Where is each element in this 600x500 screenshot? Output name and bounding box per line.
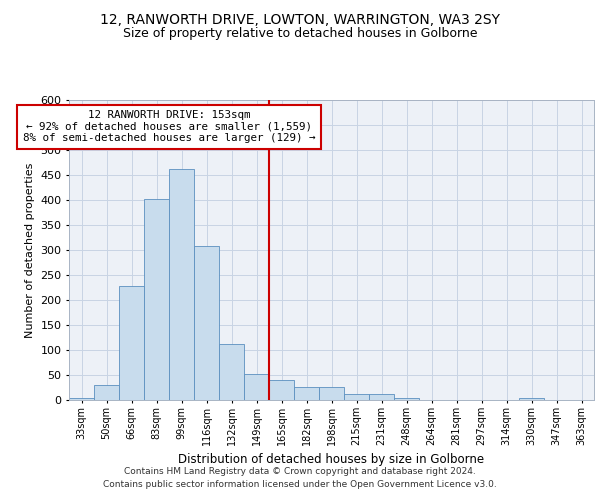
X-axis label: Distribution of detached houses by size in Golborne: Distribution of detached houses by size … xyxy=(178,454,485,466)
Bar xyxy=(344,394,369,400)
Bar xyxy=(94,385,119,400)
Bar xyxy=(169,169,194,400)
Bar xyxy=(244,374,269,400)
Bar xyxy=(319,386,344,400)
Bar xyxy=(69,398,94,400)
Text: 12, RANWORTH DRIVE, LOWTON, WARRINGTON, WA3 2SY: 12, RANWORTH DRIVE, LOWTON, WARRINGTON, … xyxy=(100,12,500,26)
Bar xyxy=(294,386,319,400)
Text: 12 RANWORTH DRIVE: 153sqm
← 92% of detached houses are smaller (1,559)
8% of sem: 12 RANWORTH DRIVE: 153sqm ← 92% of detac… xyxy=(23,110,315,143)
Bar xyxy=(369,394,394,400)
Y-axis label: Number of detached properties: Number of detached properties xyxy=(25,162,35,338)
Bar xyxy=(269,380,294,400)
Bar xyxy=(144,199,169,400)
Bar xyxy=(394,398,419,400)
Text: Contains HM Land Registry data © Crown copyright and database right 2024.: Contains HM Land Registry data © Crown c… xyxy=(124,467,476,476)
Bar xyxy=(519,398,544,400)
Bar xyxy=(119,286,144,400)
Text: Size of property relative to detached houses in Golborne: Size of property relative to detached ho… xyxy=(123,28,477,40)
Bar xyxy=(194,246,219,400)
Text: Contains public sector information licensed under the Open Government Licence v3: Contains public sector information licen… xyxy=(103,480,497,489)
Bar xyxy=(219,344,244,400)
